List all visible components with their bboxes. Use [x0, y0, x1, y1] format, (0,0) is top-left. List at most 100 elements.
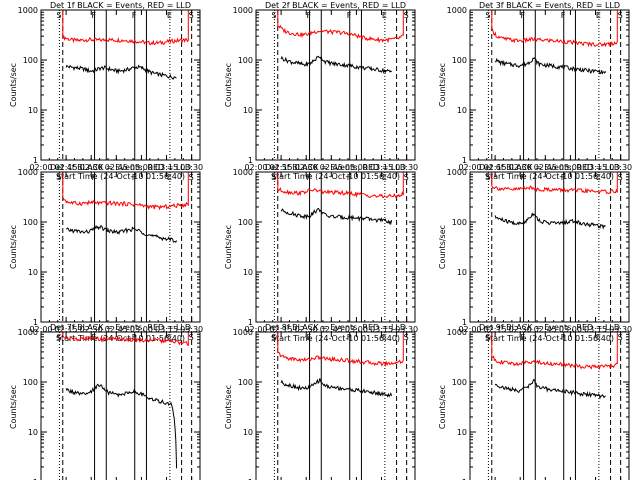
x-tick-label: 02:15	[55, 325, 78, 334]
chart-title: Det 6f BLACK = Events, RED = LLD	[479, 163, 620, 172]
y-axis-label: Counts/sec	[9, 225, 18, 269]
events-series-line	[494, 212, 606, 230]
y-axis-label: Counts/sec	[9, 385, 18, 429]
y-tick-label: 1	[462, 318, 467, 327]
event-marker-label: S	[271, 333, 276, 342]
y-tick-label: 10	[457, 268, 467, 277]
x-tick-label: 03:00	[559, 325, 582, 334]
y-tick-label: 1000	[233, 328, 253, 337]
event-marker-label: E	[596, 11, 601, 20]
y-tick-label: 100	[238, 378, 253, 387]
event-marker-label: S	[189, 173, 194, 182]
event-marker-label: F	[307, 173, 312, 182]
events-series-line	[280, 55, 392, 75]
event-marker-label: S	[271, 173, 276, 182]
plot-frame	[255, 171, 416, 323]
plot-frame	[255, 9, 416, 161]
lld-series-line	[491, 10, 618, 48]
events-series-line	[494, 57, 607, 75]
x-tick-label: 03:15	[155, 163, 178, 172]
y-tick-label: 10	[28, 106, 38, 115]
event-marker-label: F	[347, 173, 352, 182]
x-tick-label: 03:00	[559, 163, 582, 172]
x-tick-label: 02:15	[270, 163, 293, 172]
lld-series-line	[62, 332, 189, 347]
y-tick-label: 1000	[233, 168, 253, 177]
y-tick-label: 100	[23, 218, 38, 227]
y-tick-label: 10	[243, 106, 253, 115]
y-tick-label: 1	[248, 478, 253, 480]
y-tick-label: 100	[23, 56, 38, 65]
event-marker-label: S	[404, 173, 409, 182]
y-tick-label: 1000	[447, 6, 467, 15]
events-series-line	[494, 378, 606, 400]
event-marker-label: S	[618, 11, 623, 20]
y-tick-label: 100	[238, 218, 253, 227]
lld-series-line	[277, 332, 404, 368]
y-tick-label: 100	[238, 56, 253, 65]
y-tick-label: 1000	[447, 168, 467, 177]
event-marker-label: S	[189, 11, 194, 20]
y-tick-label: 100	[452, 378, 467, 387]
event-marker-label: S	[56, 173, 61, 182]
x-tick-label: 03:15	[370, 163, 393, 172]
event-marker-label: F	[132, 11, 137, 20]
lld-series-line	[62, 172, 189, 211]
x-axis-label: Start Time (24-Oct-10 01:56:40)	[485, 172, 614, 181]
chart-title: Det 9f BLACK = Events, RED = LLD	[479, 323, 620, 332]
y-tick-label: 10	[243, 268, 253, 277]
x-tick-label: 02:45	[534, 325, 557, 334]
event-marker-label: E	[382, 11, 387, 20]
x-tick-label: 02:15	[55, 163, 78, 172]
x-tick-label: 03:15	[584, 163, 607, 172]
event-marker-label: S	[56, 11, 61, 20]
chart-title: Det 7f BLACK = Events, RED = LLD	[50, 323, 191, 332]
events-series-line	[65, 64, 177, 80]
y-tick-label: 10	[457, 428, 467, 437]
x-axis-label: Start Time (24-Oct-10 01:56:40)	[56, 172, 185, 181]
x-tick-label: 02:30	[295, 163, 318, 172]
chart-title: Det 2f BLACK = Events, RED = LLD	[265, 1, 406, 10]
x-tick-label: 03:30	[180, 325, 203, 334]
event-marker-label: F	[307, 11, 312, 20]
x-tick-label: 03:15	[155, 325, 178, 334]
event-marker-label: S	[271, 11, 276, 20]
y-tick-label: 1000	[18, 328, 38, 337]
y-tick-label: 1	[462, 478, 467, 480]
plot-frame	[255, 331, 416, 480]
chart-panel: Det 7f BLACK = Events, RED = LLDSFFES110…	[9, 323, 201, 480]
x-tick-label: 02:15	[484, 325, 507, 334]
x-tick-label: 03:00	[130, 163, 153, 172]
event-marker-label: S	[618, 173, 623, 182]
event-marker-label: S	[404, 333, 409, 342]
plot-frame	[469, 9, 630, 161]
event-marker-label: F	[521, 11, 526, 20]
event-marker-label: S	[485, 333, 490, 342]
event-marker-label: F	[347, 11, 352, 20]
event-marker-label: E	[596, 333, 601, 342]
plot-frame	[40, 331, 201, 480]
y-tick-label: 1000	[233, 6, 253, 15]
x-tick-label: 03:30	[395, 163, 418, 172]
event-marker-label: F	[561, 173, 566, 182]
x-tick-label: 02:00	[458, 163, 481, 172]
x-tick-label: 02:45	[320, 163, 343, 172]
event-marker-label: F	[307, 333, 312, 342]
event-marker-label: F	[132, 333, 137, 342]
event-marker-label: F	[347, 333, 352, 342]
y-axis-label: Counts/sec	[438, 225, 447, 269]
event-marker-label: F	[561, 11, 566, 20]
y-tick-label: 1000	[18, 168, 38, 177]
y-axis-label: Counts/sec	[224, 63, 233, 107]
event-marker-label: S	[56, 333, 61, 342]
event-marker-label: F	[92, 11, 97, 20]
y-tick-label: 100	[452, 218, 467, 227]
events-series-line	[280, 378, 393, 398]
events-series-line	[65, 383, 178, 469]
